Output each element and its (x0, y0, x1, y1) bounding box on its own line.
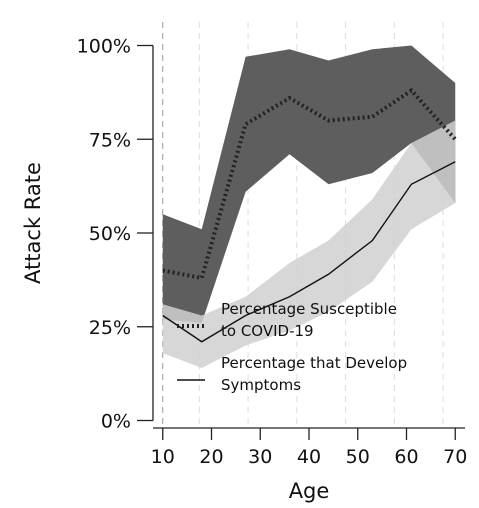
data-point (411, 90, 413, 92)
y-tick-label: 50% (89, 223, 131, 245)
y-axis-title: Attack Rate (21, 162, 45, 284)
band-susceptible (162, 45, 456, 323)
y-tick-label: 0% (101, 411, 131, 433)
legend: Percentage Susceptible to COVID-19 Percent… (177, 300, 407, 394)
series-line-symptoms (162, 161, 456, 343)
y-tick-label: 75% (89, 129, 131, 151)
legend-label: Percentage Susceptible (221, 300, 397, 318)
legend-label: Symptoms (221, 376, 301, 394)
x-tick-label: 10 (151, 446, 175, 468)
line-layer (162, 87, 457, 343)
y-tick-label: 25% (89, 317, 131, 339)
axes-layer: 0% 25% 50% 75% 100% 10 20 30 40 50 60 70 (77, 36, 468, 469)
x-tick-label: 70 (443, 446, 467, 468)
legend-label: to COVID-19 (221, 322, 314, 340)
x-axis-title: Age (289, 479, 330, 503)
x-tick-label: 20 (199, 446, 223, 468)
data-point (201, 341, 203, 343)
data-point (162, 315, 164, 317)
data-point (245, 123, 247, 125)
data-point (289, 97, 291, 99)
y-tick-label: 100% (77, 36, 131, 58)
data-point (162, 270, 164, 272)
data-point (372, 240, 374, 242)
band-layer (162, 45, 456, 368)
data-point (328, 273, 330, 275)
x-tick-label: 30 (248, 446, 272, 468)
x-tick-label: 40 (297, 446, 321, 468)
x-tick-label: 60 (394, 446, 418, 468)
band-symptoms (162, 120, 456, 368)
data-point (454, 161, 456, 163)
data-point (328, 120, 330, 122)
legend-label: Percentage that Develop (221, 354, 407, 372)
series-line-susceptible (162, 87, 457, 281)
x-tick-label: 50 (346, 446, 370, 468)
data-point (454, 138, 456, 140)
data-point (201, 277, 203, 279)
data-point (411, 183, 413, 185)
data-point (372, 116, 374, 118)
data-point (289, 296, 291, 298)
